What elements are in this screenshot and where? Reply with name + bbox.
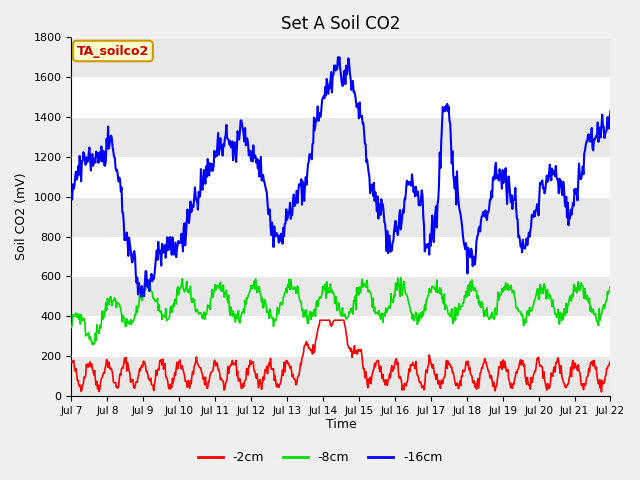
Bar	[72, 197, 611, 237]
Bar	[72, 37, 611, 77]
Bar	[72, 276, 611, 316]
Legend: -2cm, -8cm, -16cm: -2cm, -8cm, -16cm	[193, 446, 447, 469]
X-axis label: Time: Time	[326, 419, 356, 432]
Text: TA_soilco2: TA_soilco2	[77, 45, 149, 58]
Bar	[72, 356, 611, 396]
Y-axis label: Soil CO2 (mV): Soil CO2 (mV)	[15, 173, 28, 260]
Title: Set A Soil CO2: Set A Soil CO2	[281, 15, 401, 33]
Bar	[72, 117, 611, 157]
